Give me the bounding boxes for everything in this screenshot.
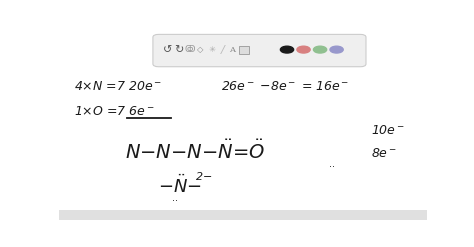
- Text: 4×N =7 20e$^-$: 4×N =7 20e$^-$: [74, 80, 162, 93]
- Text: 1×O =7 6e$^-$: 1×O =7 6e$^-$: [74, 105, 155, 118]
- Text: ◇: ◇: [198, 45, 204, 54]
- FancyBboxPatch shape: [238, 46, 249, 54]
- Text: 26e$^-$ $-$8e$^-$ = 16e$^-$: 26e$^-$ $-$8e$^-$ = 16e$^-$: [221, 80, 349, 93]
- Text: 8e$^-$: 8e$^-$: [372, 147, 397, 160]
- Text: 2$-$: 2$-$: [195, 170, 212, 182]
- Bar: [59, 210, 427, 220]
- FancyBboxPatch shape: [153, 34, 366, 67]
- Text: ··: ··: [329, 163, 335, 172]
- Text: ↂ: ↂ: [184, 45, 195, 54]
- Circle shape: [330, 46, 343, 53]
- Text: A: A: [229, 46, 235, 54]
- Text: ✳: ✳: [208, 45, 215, 54]
- Circle shape: [297, 46, 310, 53]
- Text: 10e$^-$: 10e$^-$: [372, 124, 405, 137]
- Circle shape: [281, 46, 293, 53]
- Text: /: /: [221, 45, 225, 55]
- Text: −$\ddot{N}$−: −$\ddot{N}$−: [158, 174, 202, 197]
- Text: $N$−$N$−$N$−$\ddot{N}$=$\ddot{O}$: $N$−$N$−$N$−$\ddot{N}$=$\ddot{O}$: [125, 139, 265, 163]
- Text: ↺: ↺: [163, 45, 173, 55]
- Text: ↻: ↻: [174, 45, 183, 55]
- Text: ··: ··: [172, 196, 178, 206]
- Circle shape: [313, 46, 327, 53]
